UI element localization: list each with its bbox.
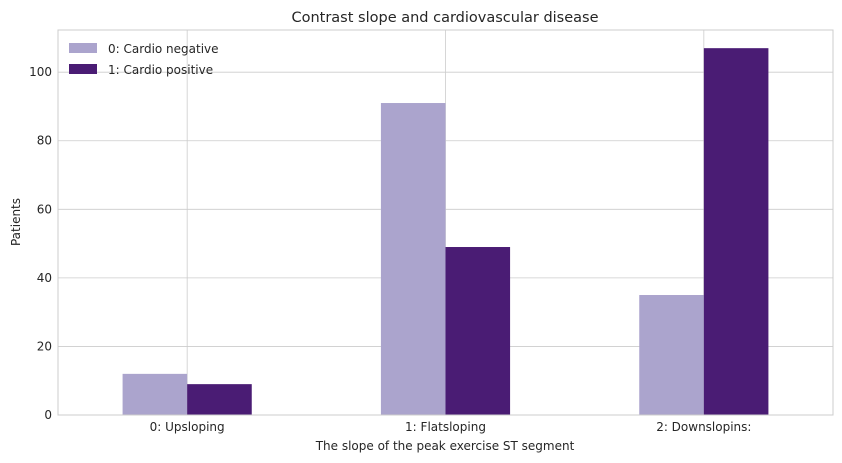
- x-tick-label: 1: Flatsloping: [405, 420, 486, 434]
- y-tick-label: 40: [37, 271, 52, 285]
- legend-swatch: [69, 43, 97, 53]
- bars: [122, 48, 769, 416]
- y-tick-labels: 0 20 40 60 80 100: [29, 65, 52, 422]
- y-tick-label: 20: [37, 339, 52, 353]
- y-tick-label: 100: [29, 65, 52, 79]
- legend-swatch: [69, 64, 97, 74]
- bar-cardio-negative: [639, 295, 704, 415]
- x-axis-label: The slope of the peak exercise ST segmen…: [315, 439, 575, 453]
- bar-cardio-negative: [380, 103, 446, 415]
- y-axis-label: Patients: [9, 198, 23, 246]
- x-tick-label: 2: Downslopins:: [656, 420, 751, 434]
- x-tick-label: 0: Upsloping: [150, 420, 225, 434]
- bar-cardio-negative: [122, 373, 188, 415]
- y-tick-label: 60: [37, 202, 52, 216]
- bar-cardio-positive: [445, 247, 511, 415]
- bar-cardio-positive: [187, 384, 252, 415]
- legend-label: 1: Cardio positive: [108, 63, 213, 77]
- bar-cardio-positive: [703, 48, 769, 416]
- y-tick-label: 0: [44, 408, 52, 422]
- x-tick-labels: 0: Upsloping 1: Flatsloping 2: Downslopins…: [150, 420, 752, 434]
- y-tick-label: 80: [37, 134, 52, 148]
- plot-frame: [57, 29, 834, 416]
- chart-title: Contrast slope and cardiovascular diseas…: [291, 10, 598, 26]
- legend: 0: Cardio negative 1: Cardio positive: [69, 42, 219, 77]
- legend-label: 0: Cardio negative: [108, 42, 219, 56]
